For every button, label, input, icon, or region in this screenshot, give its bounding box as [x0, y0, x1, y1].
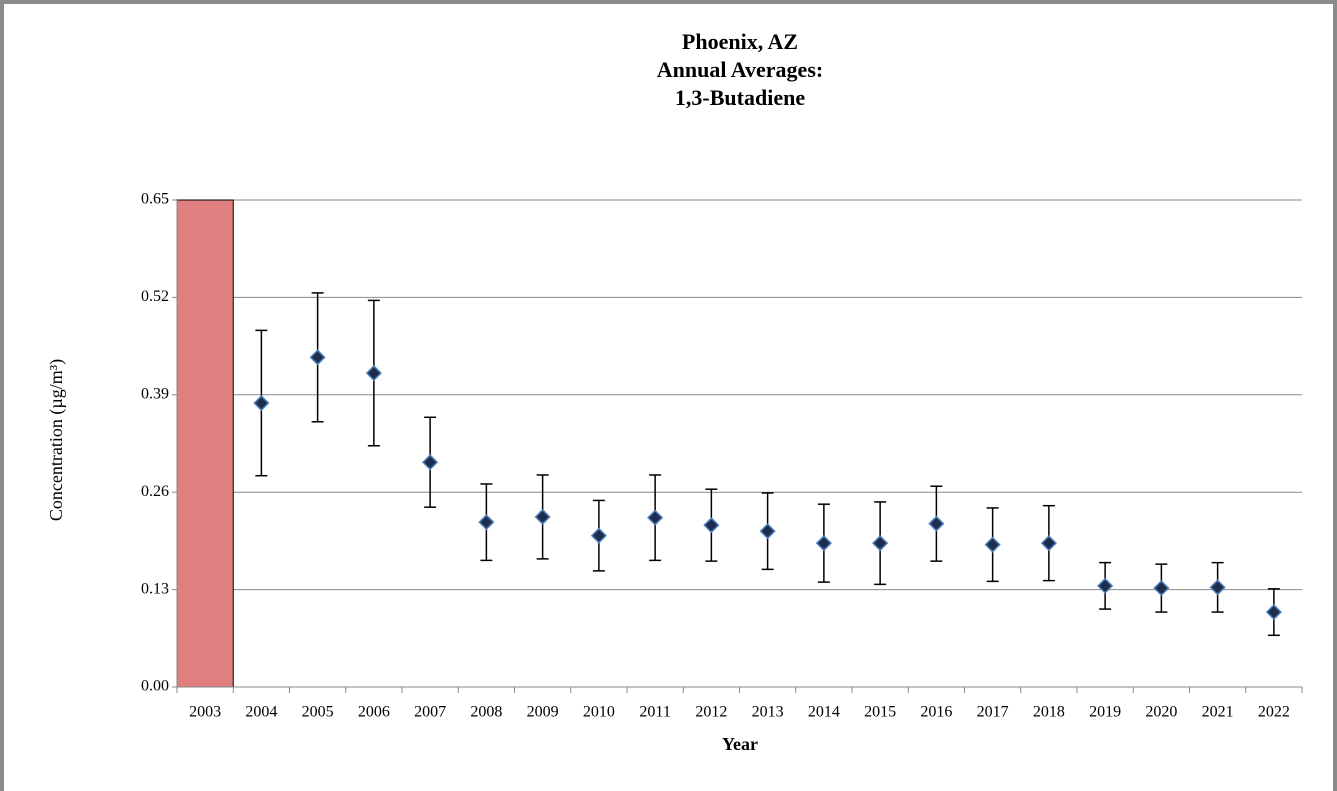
x-tick-label: 2006 [358, 704, 390, 721]
x-tick-label: 2011 [639, 704, 670, 721]
data-point [984, 536, 1001, 553]
missing-year-shade [176, 199, 234, 688]
chart-title: 1,3-Butadiene [675, 85, 805, 110]
data-point [1265, 604, 1282, 621]
x-tick-label: 2009 [527, 704, 559, 721]
data-point [534, 508, 551, 525]
data-point [309, 349, 326, 366]
x-tick-label: 2013 [752, 704, 784, 721]
x-tick-label: 2003 [189, 704, 221, 721]
y-tick-label: 0.65 [141, 191, 169, 208]
x-tick-label: 2016 [920, 704, 952, 721]
x-tick-label: 2017 [977, 704, 1009, 721]
x-tick-label: 2007 [414, 704, 446, 721]
data-point [590, 527, 607, 544]
data-point [1153, 580, 1170, 597]
data-point [253, 394, 270, 412]
chart-title: Phoenix, AZ [682, 29, 798, 54]
x-tick-label: 2020 [1145, 704, 1177, 721]
chart-title: Annual Averages: [657, 57, 823, 82]
x-tick-label: 2008 [470, 704, 502, 721]
y-tick-label: 0.39 [141, 385, 169, 402]
data-point [1209, 579, 1226, 596]
x-tick-label: 2004 [245, 704, 277, 721]
x-axis-title: Year [722, 734, 758, 754]
x-tick-label: 2019 [1089, 704, 1121, 721]
x-tick-label: 2015 [864, 704, 896, 721]
data-point [1097, 577, 1114, 594]
data-point [1040, 535, 1057, 552]
data-point [759, 523, 776, 540]
x-tick-label: 2022 [1258, 704, 1290, 721]
data-point [365, 365, 382, 382]
x-tick-label: 2005 [302, 704, 334, 721]
x-tick-label: 2021 [1202, 704, 1234, 721]
x-tick-label: 2010 [583, 704, 615, 721]
data-point [647, 509, 664, 526]
x-tick-label: 2018 [1033, 704, 1065, 721]
y-axis-title: Concentration (µg/m³) [46, 359, 67, 521]
y-tick-label: 0.13 [141, 580, 169, 597]
data-point [815, 535, 832, 552]
data-point [422, 454, 439, 471]
data-point [928, 515, 945, 532]
data-point [478, 514, 495, 531]
y-tick-label: 0.00 [141, 678, 169, 695]
y-tick-label: 0.26 [141, 483, 169, 500]
x-tick-label: 2012 [695, 704, 727, 721]
data-point [703, 517, 720, 534]
data-point [872, 535, 889, 552]
y-tick-label: 0.52 [141, 288, 169, 305]
x-tick-label: 2014 [808, 704, 840, 721]
